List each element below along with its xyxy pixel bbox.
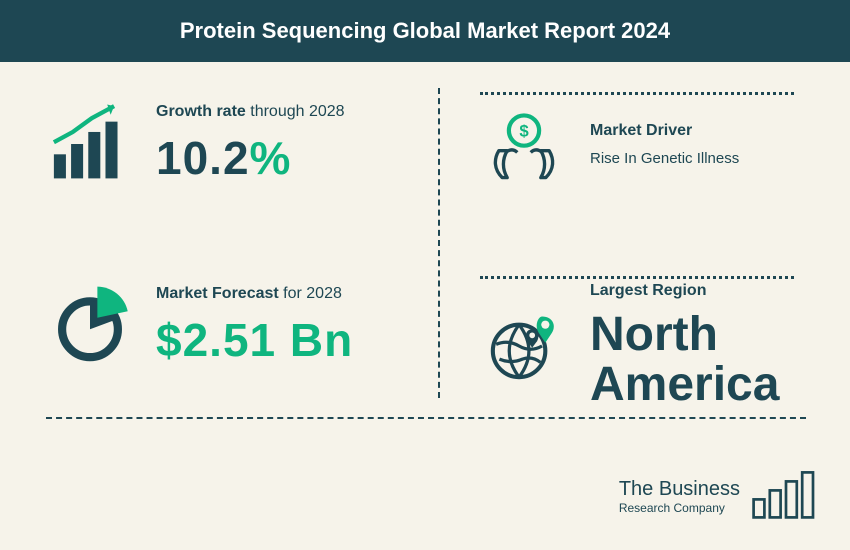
- report-title: Protein Sequencing Global Market Report …: [180, 18, 670, 44]
- region-label: Largest Region: [590, 282, 810, 300]
- region-line1: North: [590, 308, 718, 361]
- driver-label: Market Driver: [590, 122, 810, 140]
- region-line2: America: [590, 358, 779, 411]
- forecast-label-rest: for 2028: [279, 285, 342, 302]
- growth-value: 10.2%: [156, 131, 406, 185]
- region-label-bold: Largest Region: [590, 282, 706, 299]
- growth-label: Growth rate through 2028: [156, 103, 406, 121]
- divider-vertical: [438, 88, 440, 398]
- brand-line2: Research Company: [619, 501, 740, 515]
- pie-chart-icon: [46, 282, 134, 370]
- brand-bars-icon: [750, 467, 822, 526]
- growth-number: 10.2: [156, 132, 250, 184]
- bar-chart-growth-icon: [46, 100, 134, 188]
- driver-subtext: Rise In Genetic Illness: [590, 150, 810, 167]
- dots-top-right: [480, 92, 794, 95]
- growth-rate-panel: Growth rate through 2028 10.2%: [46, 100, 406, 188]
- forecast-unit: Bn: [276, 314, 353, 366]
- content-area: Growth rate through 2028 10.2% Market Fo…: [0, 62, 850, 550]
- hands-money-icon: $: [480, 100, 568, 188]
- largest-region-panel: Largest Region North America: [480, 282, 810, 411]
- market-driver-panel: $ Market Driver Rise In Genetic Illness: [480, 100, 810, 188]
- svg-text:$: $: [519, 121, 529, 140]
- forecast-label-bold: Market Forecast: [156, 285, 279, 302]
- brand-block: The Business Research Company: [619, 467, 822, 526]
- brand-line1: The Business: [619, 478, 740, 501]
- growth-unit: %: [250, 132, 292, 184]
- forecast-value: $2.51 Bn: [156, 313, 406, 367]
- forecast-label: Market Forecast for 2028: [156, 285, 406, 303]
- driver-label-bold: Market Driver: [590, 122, 692, 139]
- forecast-number: $2.51: [156, 314, 276, 366]
- dots-bottom-right: [480, 276, 794, 279]
- region-value: North America: [590, 310, 810, 411]
- divider-horizontal: [46, 417, 806, 419]
- growth-label-bold: Growth rate: [156, 103, 246, 120]
- market-forecast-panel: Market Forecast for 2028 $2.51 Bn: [46, 282, 406, 370]
- growth-label-rest: through 2028: [246, 103, 345, 120]
- globe-pin-icon: [480, 302, 568, 390]
- report-header: Protein Sequencing Global Market Report …: [0, 0, 850, 62]
